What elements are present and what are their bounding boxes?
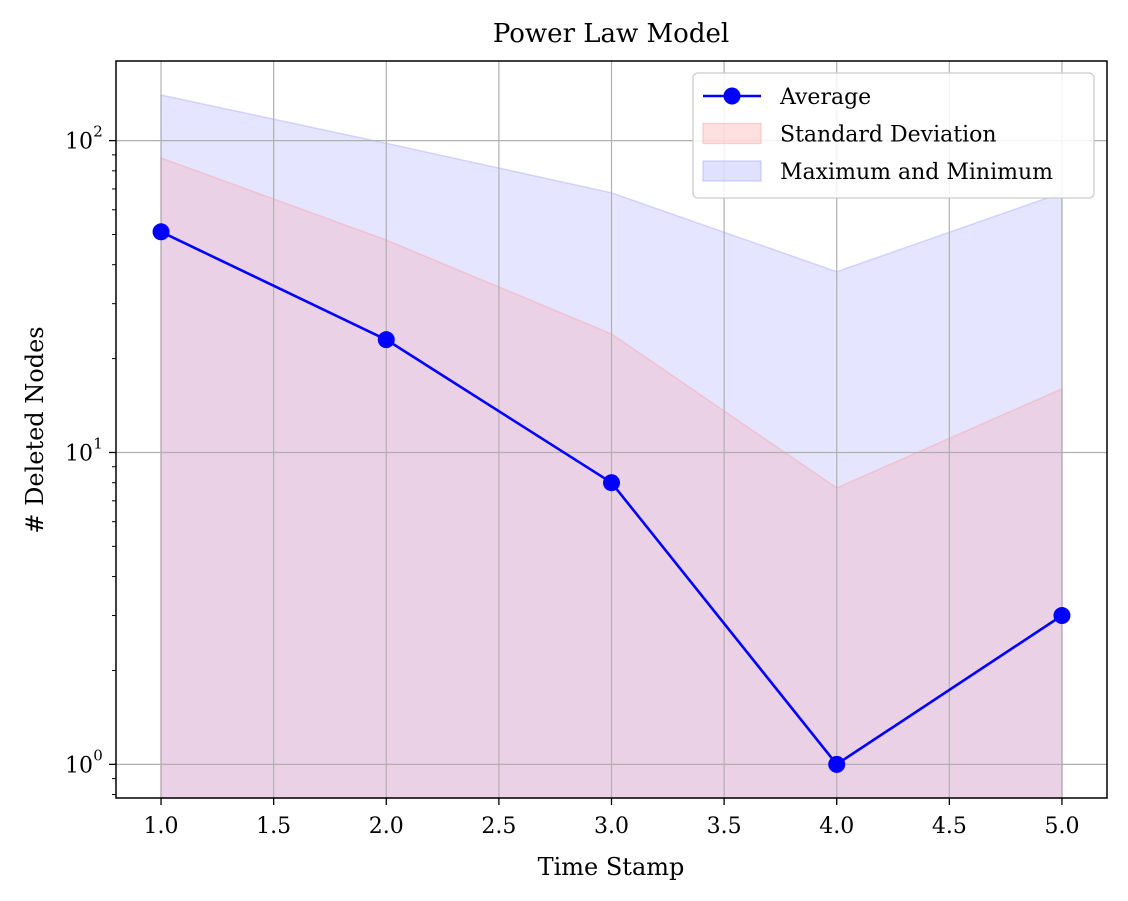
legend-label-standard-deviation: Standard Deviation	[780, 123, 997, 148]
legend-label-average: Average	[779, 85, 871, 110]
data-point-average	[1053, 607, 1071, 625]
y-tick-label: 10	[65, 441, 93, 466]
legend-box	[692, 72, 1095, 199]
x-tick-label: 4.5	[932, 814, 967, 839]
legend: Average Standard Deviation Maximum and Min…	[692, 72, 1095, 199]
x-tick-label: 1.5	[256, 814, 291, 839]
legend-swatch-maximum-and-minimum	[702, 160, 762, 182]
legend-marker-average	[723, 87, 741, 105]
chart-title: Power Law Model	[493, 19, 729, 49]
y-tick-exponent: 1	[93, 434, 103, 452]
x-tick-label: 2.0	[369, 814, 404, 839]
data-point-average	[152, 223, 170, 241]
legend-label-maximum-and-minimum: Maximum and Minimum	[780, 160, 1053, 185]
data-point-average	[828, 755, 846, 773]
y-tick-label: 10	[65, 130, 93, 155]
x-tick-label: 3.0	[594, 814, 629, 839]
y-tick-exponent: 0	[93, 746, 103, 764]
y-axis-label: # Deleted Nodes	[21, 326, 49, 533]
x-tick-label: 2.5	[481, 814, 516, 839]
y-tick-exponent: 2	[93, 123, 103, 141]
data-point-average	[603, 474, 620, 492]
legend-swatch-standard-deviation	[702, 122, 762, 145]
x-axis-label: Time Stamp	[538, 853, 685, 881]
data-point-average	[377, 331, 395, 349]
x-tick-label: 3.5	[707, 814, 742, 839]
x-tick-label: 4.0	[819, 814, 854, 839]
series-layer	[152, 223, 1071, 773]
y-tick-label: 10	[65, 753, 93, 778]
x-tick-label: 1.0	[144, 814, 179, 839]
x-tick-label: 5.0	[1044, 814, 1079, 839]
